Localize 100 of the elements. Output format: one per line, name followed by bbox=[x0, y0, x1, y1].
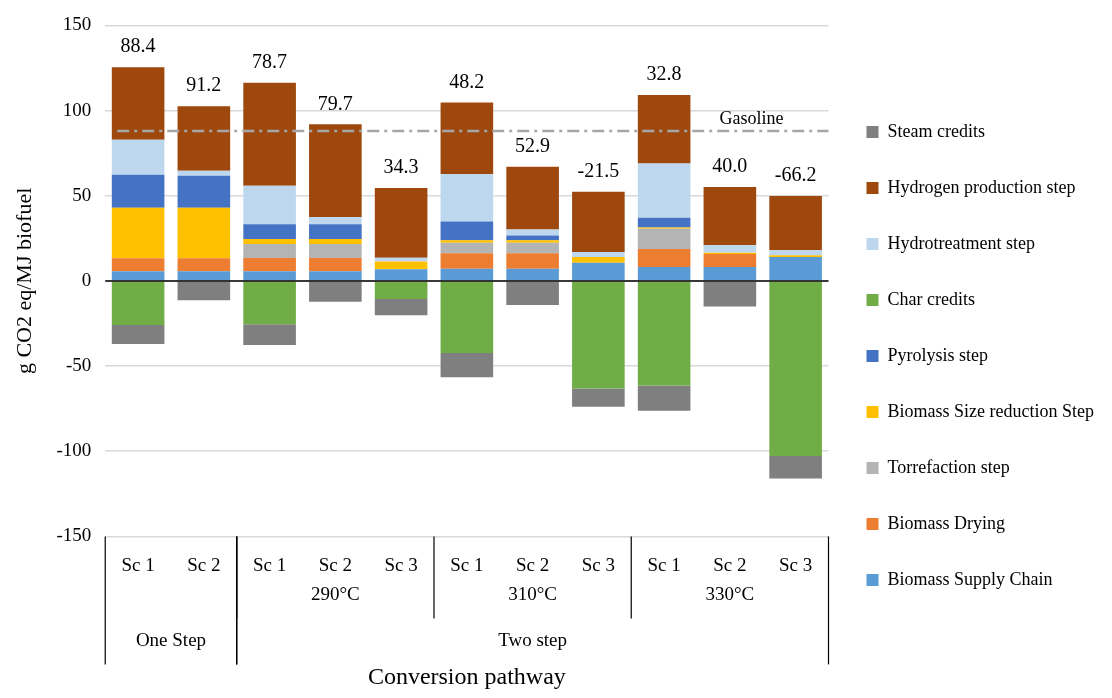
y-tick-label: 150 bbox=[62, 13, 92, 35]
bar bbox=[374, 281, 428, 299]
total-label: 52.9 bbox=[515, 134, 551, 157]
legend-label: Steam credits bbox=[887, 120, 985, 141]
bar bbox=[637, 217, 691, 228]
bar bbox=[243, 281, 296, 325]
bar bbox=[177, 258, 231, 272]
legend-label: Biomass Size reduction Step bbox=[887, 400, 1094, 421]
bar bbox=[111, 207, 165, 259]
total-label: 91.2 bbox=[186, 73, 222, 96]
bar bbox=[637, 281, 691, 386]
total-label: -66.2 bbox=[774, 163, 817, 186]
bar bbox=[243, 82, 296, 186]
total-label: 32.8 bbox=[646, 62, 682, 85]
text: 290°C bbox=[310, 583, 360, 605]
bar bbox=[637, 248, 691, 267]
bar bbox=[572, 281, 625, 389]
bar bbox=[703, 281, 757, 307]
ref-line-label: Gasoline bbox=[719, 107, 784, 128]
y-tick-label: -50 bbox=[65, 354, 92, 376]
bar bbox=[177, 281, 231, 301]
bar bbox=[177, 170, 231, 176]
bar bbox=[572, 388, 625, 407]
bar bbox=[506, 240, 559, 243]
bar bbox=[243, 324, 296, 346]
x-tick-label: Sc 2 bbox=[318, 553, 352, 575]
bar bbox=[374, 261, 428, 270]
bar bbox=[769, 196, 822, 251]
text: 330°C bbox=[705, 583, 755, 605]
legend-label: Char credits bbox=[887, 288, 975, 309]
text: Two step bbox=[498, 629, 568, 651]
x-tick-label: Sc 2 bbox=[713, 553, 747, 575]
x-tick-label: Sc 1 bbox=[252, 553, 287, 575]
bar bbox=[243, 224, 296, 239]
legend-label: Torrefaction step bbox=[887, 456, 1010, 477]
bar bbox=[374, 298, 428, 316]
bar bbox=[637, 266, 691, 281]
bar bbox=[243, 271, 296, 281]
bar bbox=[440, 242, 494, 254]
bar bbox=[769, 456, 822, 479]
x-tick-label: Sc 3 bbox=[779, 553, 813, 575]
x-axis-title: Conversion pathway bbox=[367, 662, 566, 689]
x-tick-label: Sc 3 bbox=[384, 553, 418, 575]
bar bbox=[637, 163, 691, 218]
bar bbox=[703, 266, 757, 281]
x-tick-label: Sc 1 bbox=[121, 553, 155, 575]
bar bbox=[703, 187, 757, 246]
bar bbox=[572, 251, 625, 257]
bar bbox=[309, 281, 362, 302]
bar bbox=[111, 281, 165, 326]
bar bbox=[506, 166, 559, 230]
bar bbox=[309, 257, 362, 272]
text: One Step bbox=[135, 629, 207, 651]
bar bbox=[374, 269, 428, 281]
legend-label: Biomass Drying bbox=[887, 512, 1006, 533]
total-label: 34.3 bbox=[383, 155, 419, 178]
bar bbox=[111, 271, 165, 281]
bar bbox=[309, 239, 362, 244]
bar bbox=[374, 188, 428, 258]
bar bbox=[506, 229, 559, 236]
bar bbox=[177, 207, 231, 259]
text: 310°C bbox=[508, 583, 558, 605]
bar bbox=[769, 281, 822, 456]
bar bbox=[111, 139, 165, 175]
bar bbox=[309, 217, 362, 225]
total-label: 79.7 bbox=[317, 91, 353, 114]
bar bbox=[111, 258, 165, 272]
bar bbox=[703, 253, 757, 267]
bar bbox=[243, 243, 296, 258]
bar bbox=[243, 257, 296, 272]
x-tick-label: Sc 2 bbox=[187, 553, 221, 575]
bar bbox=[440, 353, 494, 378]
x-tick-label: Sc 1 bbox=[647, 553, 681, 575]
y-tick-label: -100 bbox=[56, 439, 92, 461]
bar bbox=[506, 281, 559, 305]
legend-label: Biomass Supply Chain bbox=[887, 568, 1053, 589]
bar bbox=[506, 253, 559, 269]
bar bbox=[769, 250, 822, 256]
x-tick-label: Sc 2 bbox=[515, 553, 550, 575]
x-tick-label: Sc 3 bbox=[581, 553, 615, 575]
bar bbox=[572, 256, 625, 263]
bar bbox=[637, 385, 691, 411]
bar bbox=[309, 224, 362, 239]
bar bbox=[440, 253, 494, 269]
x-tick-label: Sc 1 bbox=[450, 553, 484, 575]
bar bbox=[440, 281, 494, 354]
total-label: -21.5 bbox=[577, 158, 620, 181]
bar bbox=[572, 262, 625, 281]
total-label: 88.4 bbox=[120, 34, 156, 57]
legend-label: Pyrolysis step bbox=[887, 344, 989, 365]
y-tick-label: 50 bbox=[72, 183, 92, 205]
bar bbox=[309, 243, 362, 258]
bar bbox=[440, 102, 494, 174]
bar bbox=[111, 67, 165, 140]
bar bbox=[177, 271, 231, 281]
bar bbox=[703, 245, 757, 253]
total-label: 78.7 bbox=[252, 49, 288, 72]
bar bbox=[440, 173, 494, 222]
bar bbox=[309, 271, 362, 281]
bar bbox=[440, 268, 494, 281]
